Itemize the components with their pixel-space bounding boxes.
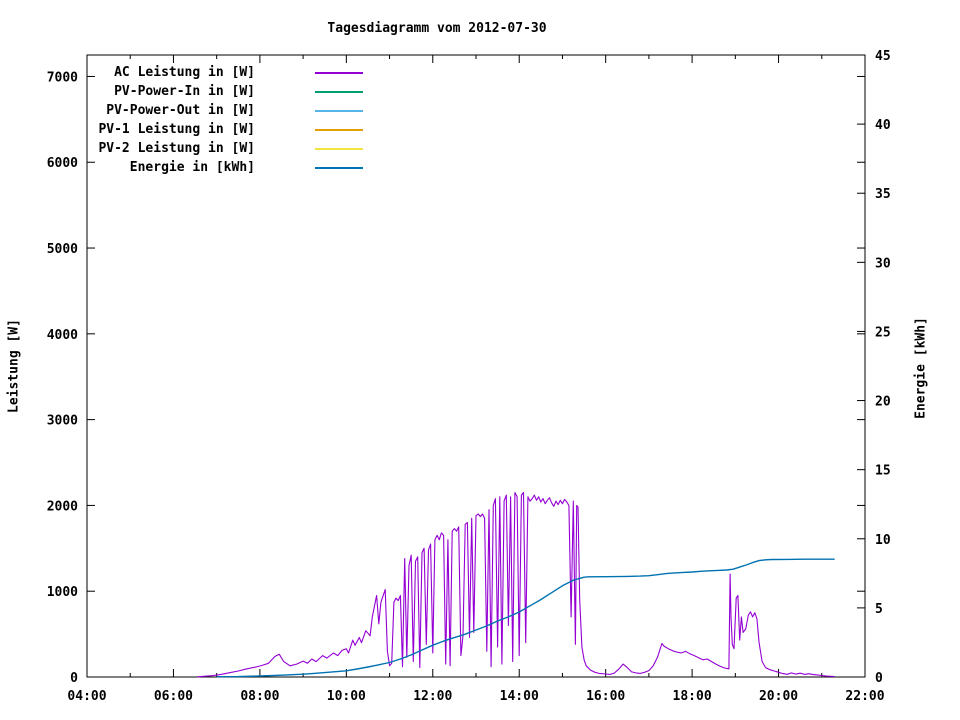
- legend-item: PV-Power-Out in [W]: [87, 101, 363, 120]
- legend-item-label: PV-Power-In in [W]: [114, 84, 255, 99]
- y2-axis-tick-label: 0: [875, 671, 883, 686]
- y2-axis-tick-label: 15: [875, 464, 891, 479]
- y-axis-tick-label: 0: [70, 671, 78, 686]
- legend-item: PV-1 Leistung in [W]: [87, 120, 363, 139]
- y-axis-tick-label: 4000: [47, 328, 78, 343]
- y2-axis-tick-label: 30: [875, 256, 891, 271]
- y2-axis-tick-label: 25: [875, 325, 891, 340]
- series-line-0: [197, 491, 835, 678]
- legend-line-swatch: [315, 166, 363, 169]
- y-axis-tick-label: 7000: [47, 70, 78, 85]
- legend-line-swatch: [315, 147, 363, 150]
- x-axis-tick-label: 06:00: [154, 689, 193, 704]
- legend-item: AC Leistung in [W]: [87, 63, 363, 82]
- legend-item: Energie in [kWh]: [87, 158, 363, 177]
- chart-title: Tagesdiagramm vom 2012-07-30: [327, 21, 547, 36]
- y2-axis-tick-label: 35: [875, 187, 891, 202]
- legend-item-label: AC Leistung in [W]: [114, 65, 255, 80]
- x-axis-tick-label: 08:00: [240, 689, 279, 704]
- y2-axis-tick-label: 40: [875, 118, 891, 133]
- y2-axis-tick-label: 5: [875, 602, 883, 617]
- x-axis-tick-label: 14:00: [500, 689, 539, 704]
- y-axis-tick-label: 2000: [47, 499, 78, 514]
- legend-item-label: PV-Power-Out in [W]: [106, 103, 255, 118]
- legend-line-swatch: [315, 90, 363, 93]
- legend-line-swatch: [315, 71, 363, 74]
- legend: AC Leistung in [W] PV-Power-In in [W] PV…: [87, 63, 363, 177]
- y-axis-tick-label: 1000: [47, 585, 78, 600]
- y2-axis-tick-label: 10: [875, 533, 891, 548]
- legend-item-label: PV-1 Leistung in [W]: [98, 122, 255, 137]
- x-axis-tick-label: 12:00: [413, 689, 452, 704]
- series-line-5: [216, 558, 835, 678]
- legend-item: PV-Power-In in [W]: [87, 82, 363, 101]
- x-axis-tick-label: 18:00: [673, 689, 712, 704]
- x-axis-tick-label: 16:00: [586, 689, 625, 704]
- legend-item: PV-2 Leistung in [W]: [87, 139, 363, 158]
- y-axis-tick-label: 6000: [47, 156, 78, 171]
- legend-item-label: PV-2 Leistung in [W]: [98, 141, 255, 156]
- y-axis-tick-label: 5000: [47, 242, 78, 257]
- y2-axis-tick-label: 20: [875, 395, 891, 410]
- legend-line-swatch: [315, 109, 363, 112]
- x-axis-tick-label: 20:00: [759, 689, 798, 704]
- y-axis-tick-label: 3000: [47, 414, 78, 429]
- x-axis-tick-label: 04:00: [67, 689, 106, 704]
- x-axis-tick-label: 22:00: [845, 689, 884, 704]
- legend-item-label: Energie in [kWh]: [129, 160, 255, 175]
- y2-axis-tick-label: 45: [875, 49, 891, 64]
- x-axis-tick-label: 10:00: [327, 689, 366, 704]
- legend-line-swatch: [315, 128, 363, 131]
